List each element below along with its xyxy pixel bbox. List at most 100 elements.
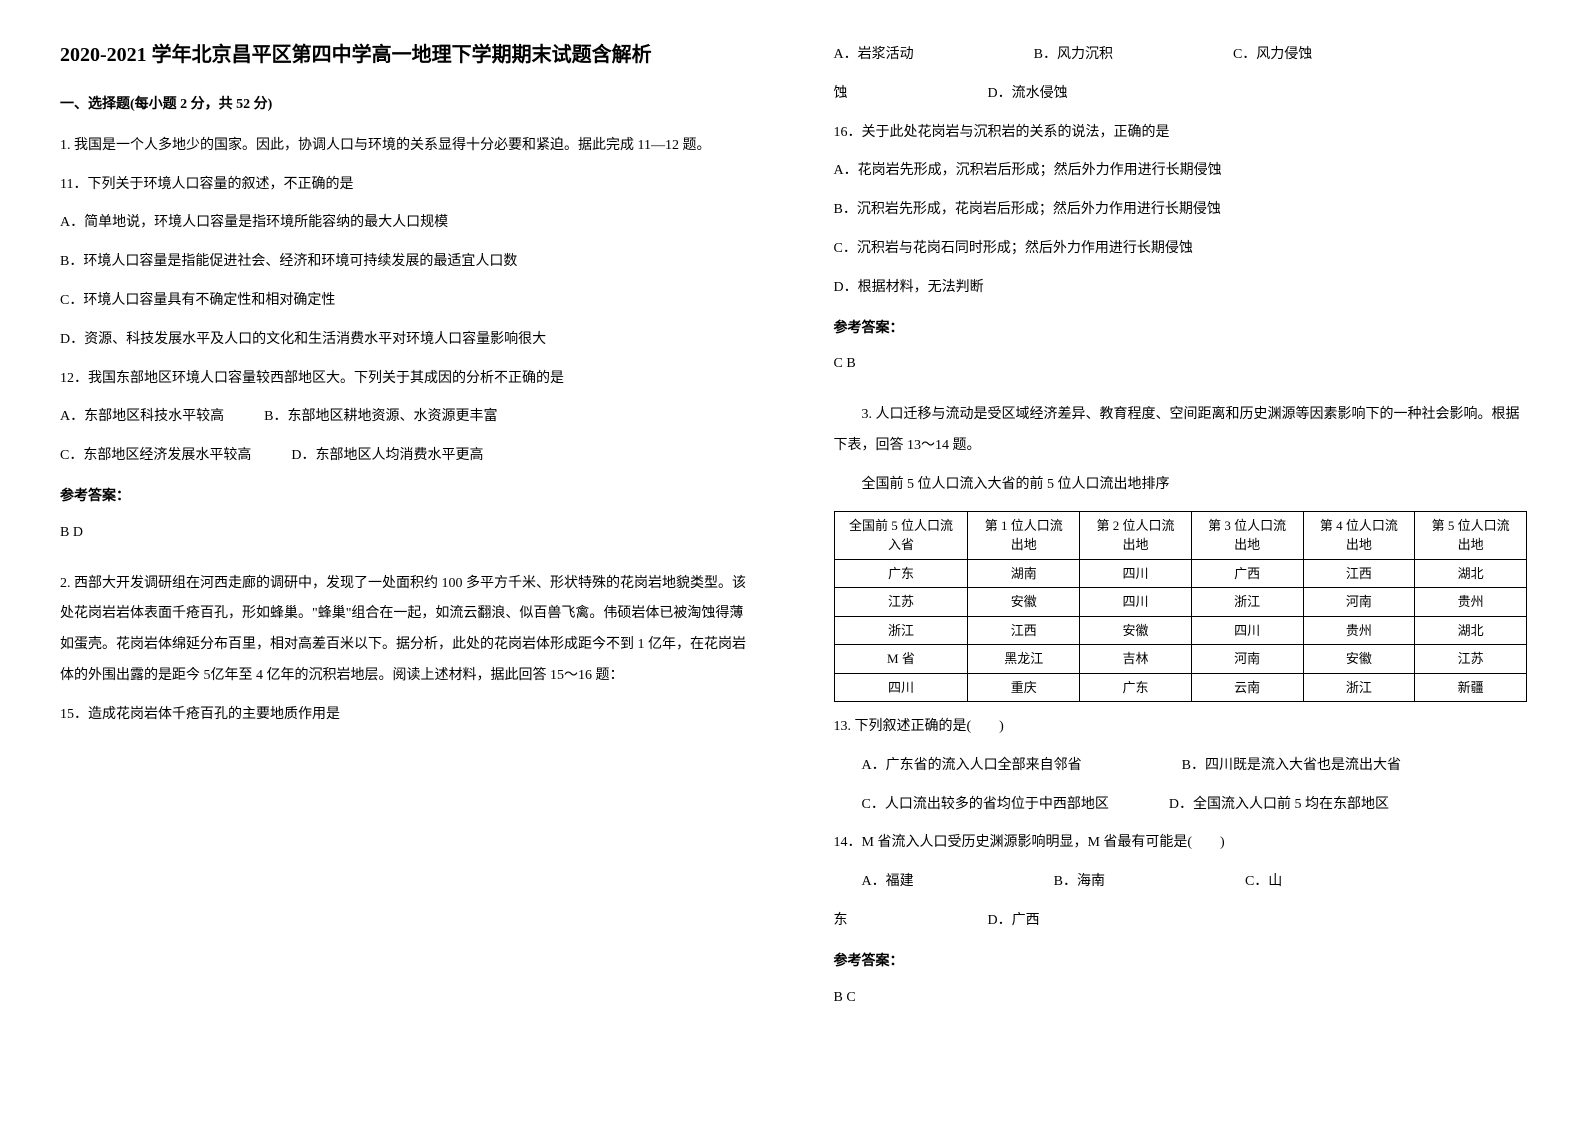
q15-row1: A．岩浆活动 B．风力沉积 C．风力侵蚀 bbox=[834, 40, 1528, 71]
q12-option-c: C．东部地区经济发展水平较高 bbox=[60, 441, 251, 472]
q15-option-d: D．流水侵蚀 bbox=[988, 79, 1068, 110]
table-row: 四川 重庆 广东 云南 浙江 新疆 bbox=[834, 673, 1527, 702]
cell: 湖北 bbox=[1415, 559, 1527, 588]
q12-option-d: D．东部地区人均消费水平更高 bbox=[291, 441, 483, 472]
q12-row1: A．东部地区科技水平较高 B．东部地区耕地资源、水资源更丰富 bbox=[60, 402, 754, 433]
cell: 浙江 bbox=[834, 616, 968, 645]
th-4: 第 4 位人口流出地 bbox=[1303, 511, 1415, 559]
cell: 江苏 bbox=[834, 588, 968, 617]
q13-option-c: C．人口流出较多的省均位于中西部地区 bbox=[834, 790, 1109, 821]
cell: 湖北 bbox=[1415, 616, 1527, 645]
cell: 重庆 bbox=[968, 673, 1080, 702]
cell: 四川 bbox=[1080, 588, 1192, 617]
q14-suffix: 东 bbox=[834, 906, 848, 937]
population-table: 全国前 5 位人口流入省 第 1 位人口流出地 第 2 位人口流出地 第 3 位… bbox=[834, 511, 1528, 703]
q3-intro: 3. 人口迁移与流动是受区域经济差异、教育程度、空间距离和历史渊源等因素影响下的… bbox=[834, 400, 1528, 462]
table-row: 广东 湖南 四川 广西 江西 湖北 bbox=[834, 559, 1527, 588]
th-3: 第 3 位人口流出地 bbox=[1191, 511, 1303, 559]
q3-answer-label: 参考答案： bbox=[834, 947, 1528, 978]
cell: 河南 bbox=[1191, 645, 1303, 674]
q16-stem: 16．关于此处花岗岩与沉积岩的关系的说法，正确的是 bbox=[834, 118, 1528, 149]
table-row: M 省 黑龙江 吉林 河南 安徽 江苏 bbox=[834, 645, 1527, 674]
table-row: 浙江 江西 安徽 四川 贵州 湖北 bbox=[834, 616, 1527, 645]
q14-option-c: C．山 bbox=[1245, 867, 1282, 898]
q3-answer: B C bbox=[834, 983, 1528, 1014]
cell: 四川 bbox=[1191, 616, 1303, 645]
cell: 湖南 bbox=[968, 559, 1080, 588]
cell: 吉林 bbox=[1080, 645, 1192, 674]
q16-option-d: D．根据材料，无法判断 bbox=[834, 273, 1528, 304]
cell: 江苏 bbox=[1415, 645, 1527, 674]
q12-row2: C．东部地区经济发展水平较高 D．东部地区人均消费水平更高 bbox=[60, 441, 754, 472]
q15-stem: 15．造成花岗岩体千疮百孔的主要地质作用是 bbox=[60, 700, 754, 731]
q11-option-d: D．资源、科技发展水平及人口的文化和生活消费水平对环境人口容量影响很大 bbox=[60, 325, 754, 356]
cell: 江西 bbox=[968, 616, 1080, 645]
cell: 浙江 bbox=[1303, 673, 1415, 702]
question-3-block: 3. 人口迁移与流动是受区域经济差异、教育程度、空间距离和历史渊源等因素影响下的… bbox=[834, 400, 1528, 1013]
q14-option-b: B．海南 bbox=[1054, 867, 1105, 898]
cell: 安徽 bbox=[968, 588, 1080, 617]
cell: 河南 bbox=[1303, 588, 1415, 617]
cell: 四川 bbox=[1080, 559, 1192, 588]
q14-option-d: D．广西 bbox=[988, 906, 1040, 937]
cell: 广东 bbox=[1080, 673, 1192, 702]
cell: M 省 bbox=[834, 645, 968, 674]
q16-option-c: C．沉积岩与花岗石同时形成；然后外力作用进行长期侵蚀 bbox=[834, 234, 1528, 265]
cell: 安徽 bbox=[1303, 645, 1415, 674]
q15-option-a: A．岩浆活动 bbox=[834, 40, 914, 71]
cell: 贵州 bbox=[1415, 588, 1527, 617]
q1-answer-label: 参考答案： bbox=[60, 482, 754, 513]
cell: 贵州 bbox=[1303, 616, 1415, 645]
q16-option-b: B．沉积岩先形成，花岗岩后形成；然后外力作用进行长期侵蚀 bbox=[834, 195, 1528, 226]
page-container: 2020-2021 学年北京昌平区第四中学高一地理下学期期末试题含解析 一、选择… bbox=[60, 40, 1527, 1033]
cell: 四川 bbox=[834, 673, 968, 702]
q15-row2: 蚀 D．流水侵蚀 bbox=[834, 79, 1528, 110]
q2-intro: 2. 西部大开发调研组在河西走廊的调研中，发现了一处面积约 100 多平方千米、… bbox=[60, 569, 754, 692]
th-1: 第 1 位人口流出地 bbox=[968, 511, 1080, 559]
th-5: 第 5 位人口流出地 bbox=[1415, 511, 1527, 559]
q2-answer-label: 参考答案： bbox=[834, 314, 1528, 345]
cell: 广东 bbox=[834, 559, 968, 588]
q11-stem: 11．下列关于环境人口容量的叙述，不正确的是 bbox=[60, 170, 754, 201]
q3-table-title: 全国前 5 位人口流入大省的前 5 位人口流出地排序 bbox=[834, 470, 1528, 501]
cell: 浙江 bbox=[1191, 588, 1303, 617]
q13-row1: A．广东省的流入人口全部来自邻省 B．四川既是流入大省也是流出大省 bbox=[834, 751, 1528, 782]
cell: 云南 bbox=[1191, 673, 1303, 702]
th-0: 全国前 5 位人口流入省 bbox=[834, 511, 968, 559]
q13-row2: C．人口流出较多的省均位于中西部地区 D．全国流入人口前 5 均在东部地区 bbox=[834, 790, 1528, 821]
q11-option-b: B．环境人口容量是指能促进社会、经济和环境可持续发展的最适宜人口数 bbox=[60, 247, 754, 278]
cell: 黑龙江 bbox=[968, 645, 1080, 674]
document-title: 2020-2021 学年北京昌平区第四中学高一地理下学期期末试题含解析 bbox=[60, 40, 754, 70]
q13-stem: 13. 下列叙述正确的是( ) bbox=[834, 712, 1528, 743]
table-row: 江苏 安徽 四川 浙江 河南 贵州 bbox=[834, 588, 1527, 617]
q14-stem: 14．M 省流入人口受历史渊源影响明显，M 省最有可能是( ) bbox=[834, 828, 1528, 859]
q13-option-d: D．全国流入人口前 5 均在东部地区 bbox=[1169, 790, 1389, 821]
q11-option-a: A．简单地说，环境人口容量是指环境所能容纳的最大人口规模 bbox=[60, 208, 754, 239]
q15-option-c: C．风力侵蚀 bbox=[1233, 40, 1312, 71]
q14-option-a: A．福建 bbox=[834, 867, 914, 898]
q13-option-b: B．四川既是流入大省也是流出大省 bbox=[1182, 751, 1401, 782]
q15-option-b: B．风力沉积 bbox=[1034, 40, 1113, 71]
cell: 新疆 bbox=[1415, 673, 1527, 702]
section-header: 一、选择题(每小题 2 分，共 52 分) bbox=[60, 90, 754, 121]
table-body: 广东 湖南 四川 广西 江西 湖北 江苏 安徽 四川 浙江 河南 贵州 bbox=[834, 559, 1527, 702]
q15-suffix: 蚀 bbox=[834, 79, 848, 110]
q12-stem: 12．我国东部地区环境人口容量较西部地区大。下列关于其成因的分析不正确的是 bbox=[60, 364, 754, 395]
q13-option-a: A．广东省的流入人口全部来自邻省 bbox=[834, 751, 1082, 782]
q14-row1: A．福建 B．海南 C．山 bbox=[834, 867, 1528, 898]
question-1-block: 1. 我国是一个人多地少的国家。因此，协调人口与环境的关系显得十分必要和紧迫。据… bbox=[60, 131, 754, 549]
cell: 广西 bbox=[1191, 559, 1303, 588]
cell: 安徽 bbox=[1080, 616, 1192, 645]
table-header-row: 全国前 5 位人口流入省 第 1 位人口流出地 第 2 位人口流出地 第 3 位… bbox=[834, 511, 1527, 559]
cell: 江西 bbox=[1303, 559, 1415, 588]
left-column: 2020-2021 学年北京昌平区第四中学高一地理下学期期末试题含解析 一、选择… bbox=[60, 40, 754, 1033]
q1-answer: B D bbox=[60, 518, 754, 549]
q14-row2: 东 D．广西 bbox=[834, 906, 1528, 937]
q16-option-a: A．花岗岩先形成，沉积岩后形成；然后外力作用进行长期侵蚀 bbox=[834, 156, 1528, 187]
q11-option-c: C．环境人口容量具有不确定性和相对确定性 bbox=[60, 286, 754, 317]
th-2: 第 2 位人口流出地 bbox=[1080, 511, 1192, 559]
question-2-block: 2. 西部大开发调研组在河西走廊的调研中，发现了一处面积约 100 多平方千米、… bbox=[60, 569, 754, 731]
q1-intro: 1. 我国是一个人多地少的国家。因此，协调人口与环境的关系显得十分必要和紧迫。据… bbox=[60, 131, 754, 162]
q12-option-a: A．东部地区科技水平较高 bbox=[60, 402, 224, 433]
q2-answer: C B bbox=[834, 349, 1528, 380]
